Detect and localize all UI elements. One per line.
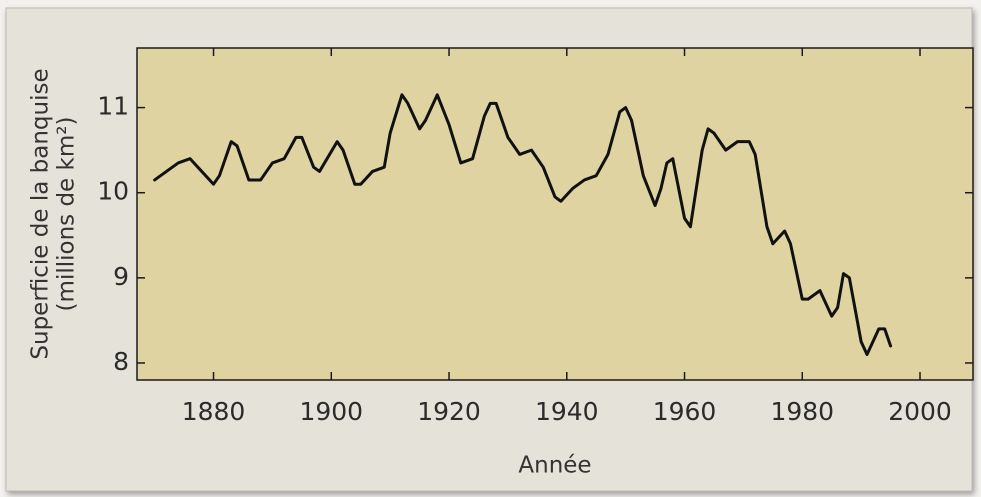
y-axis-label: Superficie de la banquise (millions de k…: [28, 68, 80, 359]
y-tick-label: 8: [113, 347, 129, 376]
plot-area: [136, 47, 974, 381]
x-tick-label: 2000: [888, 397, 952, 426]
y-axis-label-line: Superficie de la banquise: [28, 68, 54, 359]
x-axis-label: Année: [518, 453, 591, 479]
x-tick-label: 1960: [653, 397, 717, 426]
x-tick-label: 1920: [417, 397, 481, 426]
y-tick-label: 9: [113, 262, 129, 291]
x-tick-label: 1880: [182, 397, 246, 426]
y-tick-label: 11: [97, 92, 129, 121]
x-tick-label: 1980: [770, 397, 834, 426]
y-axis-label-line: (millions de km²): [54, 117, 80, 312]
line-series: [153, 93, 893, 356]
x-tick-label: 1940: [535, 397, 599, 426]
y-tick-label: 10: [97, 177, 129, 206]
x-tick-label: 1900: [299, 397, 363, 426]
